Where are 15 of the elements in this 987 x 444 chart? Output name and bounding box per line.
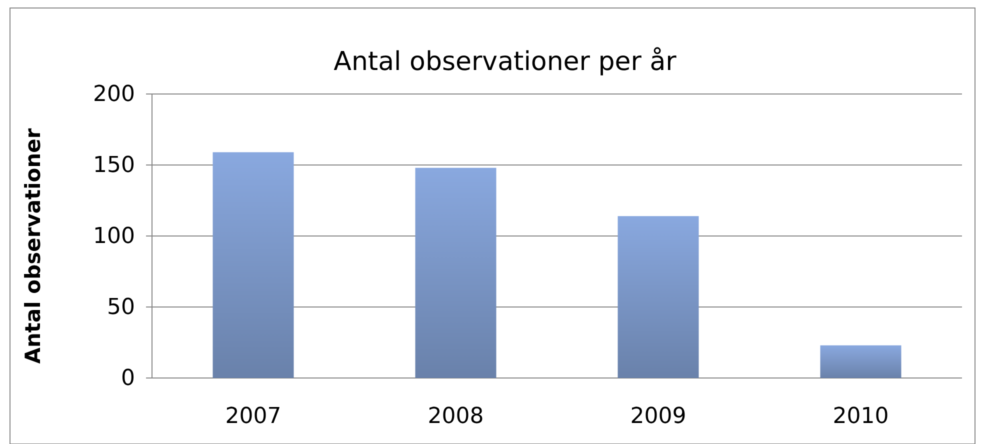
bar xyxy=(212,152,294,378)
x-tick-label: 2010 xyxy=(832,404,889,429)
bar xyxy=(415,168,496,378)
chart-title: Antal observationer per år xyxy=(334,47,677,77)
y-axis-title: Antal observationer xyxy=(21,128,45,364)
y-tick-label: 200 xyxy=(93,82,135,108)
x-tick-label: 2009 xyxy=(630,404,686,429)
y-tick-label: 50 xyxy=(107,295,135,320)
y-tick-label: 0 xyxy=(121,366,135,392)
bar xyxy=(618,216,699,378)
y-tick-label: 100 xyxy=(93,224,135,250)
y-tick-label: 150 xyxy=(93,153,135,178)
x-tick-label: 2007 xyxy=(225,404,282,429)
x-tick-label: 2008 xyxy=(428,404,484,429)
bar xyxy=(820,345,902,378)
